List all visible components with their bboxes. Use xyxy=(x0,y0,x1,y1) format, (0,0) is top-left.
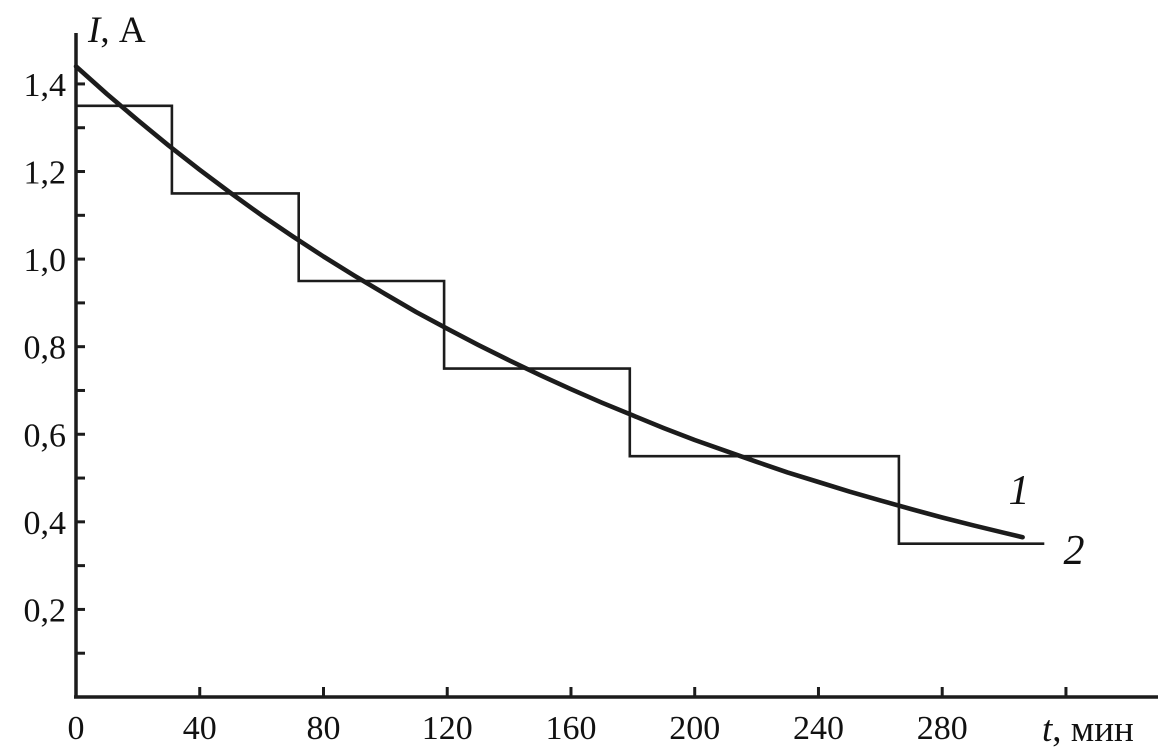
curve-2-label: 2 xyxy=(1064,528,1085,574)
y-tick-label: 1,0 xyxy=(24,242,67,279)
x-tick-label: 0 xyxy=(68,710,85,747)
curve-1-label: 1 xyxy=(1009,468,1030,514)
y-tick-label: 0,4 xyxy=(24,505,67,542)
curve-1-smooth-line xyxy=(73,64,1025,540)
y-axis-title-symbol: I xyxy=(87,10,102,51)
x-tick-label: 160 xyxy=(545,710,596,747)
y-tick-label: 0,8 xyxy=(24,330,67,367)
y-tick-label: 0,6 xyxy=(24,417,67,454)
x-axis-title: t, мин xyxy=(1042,709,1134,750)
curve-2-step-line xyxy=(76,104,1045,545)
x-tick-label: 200 xyxy=(669,710,720,747)
y-tick-label: 1,4 xyxy=(24,67,67,104)
x-tick-label: 240 xyxy=(793,710,844,747)
x-axis-title-symbol: t xyxy=(1042,709,1054,750)
y-axis-title-unit: , А xyxy=(100,10,146,51)
x-tick-label: 80 xyxy=(306,710,340,747)
x-axis-title-unit: , мин xyxy=(1052,709,1134,750)
y-axis-title: I, А xyxy=(87,10,146,51)
y-tick-label: 0,2 xyxy=(24,592,67,629)
x-tick-label: 40 xyxy=(183,710,217,747)
y-tick-label: 1,2 xyxy=(24,155,67,192)
x-tick-label: 280 xyxy=(917,710,968,747)
x-tick-label: 120 xyxy=(422,710,473,747)
